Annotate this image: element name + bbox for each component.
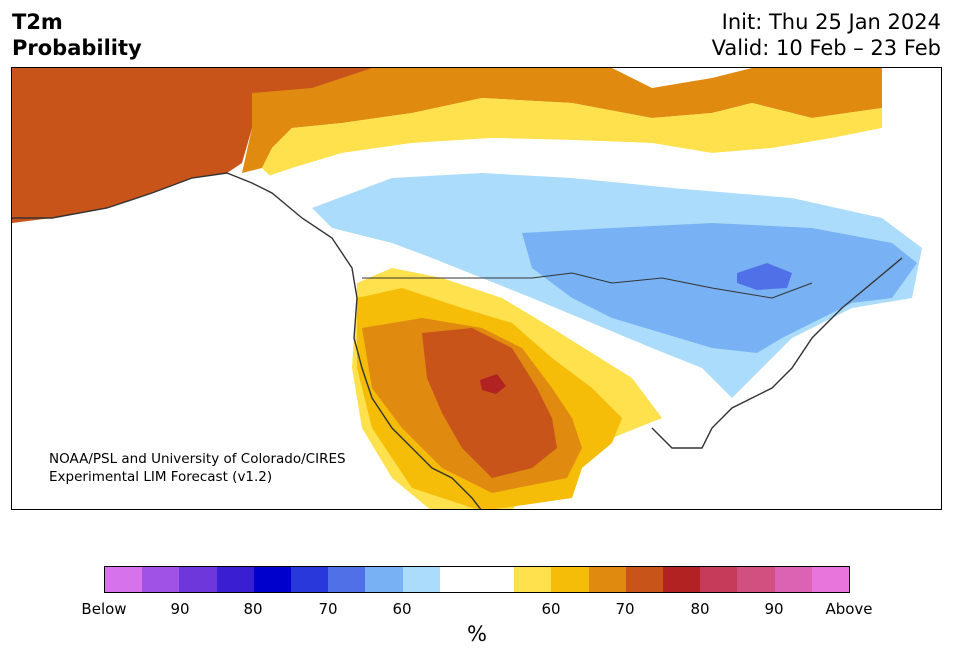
data-credit: NOAA/PSL and University of Colorado/CIRE… bbox=[49, 450, 346, 486]
colorbar-tick-label: 70 bbox=[318, 600, 338, 618]
colorbar-units: % bbox=[467, 622, 487, 646]
colorbar-segment bbox=[365, 567, 403, 592]
colorbar-tick-label: 60 bbox=[541, 600, 561, 618]
colorbar-segment bbox=[588, 567, 626, 592]
above-75-southwest bbox=[422, 328, 557, 478]
colorbar-segment bbox=[811, 567, 850, 592]
credit-line-2: Experimental LIM Forecast (v1.2) bbox=[49, 469, 273, 485]
map-title: T2m Probability bbox=[12, 9, 142, 61]
above-60-canada bbox=[262, 98, 882, 178]
colorbar-segment bbox=[216, 567, 254, 592]
forecast-dates: Init: Thu 25 Jan 2024 Valid: 10 Feb – 23… bbox=[712, 9, 941, 61]
colorbar-tick-label: 80 bbox=[690, 600, 710, 618]
valid-range: Valid: 10 Feb – 23 Feb bbox=[711, 36, 941, 60]
probability-colorbar bbox=[104, 566, 850, 593]
colorbar-segment bbox=[402, 567, 440, 592]
below-80-region bbox=[737, 263, 792, 290]
colorbar-segment bbox=[551, 567, 589, 592]
colorbar-segment bbox=[328, 567, 366, 592]
colorbar-segment bbox=[625, 567, 664, 592]
colorbar-segment bbox=[179, 567, 217, 592]
colorbar-tick-label: 60 bbox=[392, 600, 412, 618]
colorbar-tick-label: Above bbox=[825, 600, 873, 618]
colorbar-segment bbox=[477, 567, 515, 592]
title-line-2: Probability bbox=[12, 36, 142, 60]
map-panel bbox=[11, 67, 942, 510]
colorbar-segment bbox=[774, 567, 812, 592]
coastline-east bbox=[651, 257, 903, 449]
colorbar-segment bbox=[663, 567, 701, 592]
colorbar-tick-label: 90 bbox=[764, 600, 784, 618]
colorbar-segment bbox=[253, 567, 292, 592]
title-line-1: T2m bbox=[12, 10, 63, 34]
colorbar-tick-label: 90 bbox=[170, 600, 190, 618]
warm-region-alaska bbox=[12, 68, 372, 223]
probability-map bbox=[12, 68, 922, 509]
warm-region-canada-north bbox=[242, 68, 882, 173]
colorbar-segment bbox=[142, 567, 180, 592]
credit-line-1: NOAA/PSL and University of Colorado/CIRE… bbox=[49, 451, 346, 467]
colorbar-tick-label: 70 bbox=[615, 600, 635, 618]
colorbar-tick-label: Below bbox=[81, 600, 127, 618]
init-date: Init: Thu 25 Jan 2024 bbox=[721, 10, 941, 34]
colorbar-segment bbox=[291, 567, 329, 592]
border-us-canada bbox=[362, 272, 813, 299]
colorbar-tick-label: 80 bbox=[243, 600, 263, 618]
colorbar-segment bbox=[105, 567, 143, 592]
above-80-southwest bbox=[480, 374, 506, 394]
colorbar-segment bbox=[439, 567, 478, 592]
colorbar-segment bbox=[700, 567, 738, 592]
colorbar-segment bbox=[737, 567, 775, 592]
below-70-region bbox=[522, 223, 917, 353]
coastline bbox=[12, 172, 482, 509]
colorbar-segment bbox=[514, 567, 552, 592]
